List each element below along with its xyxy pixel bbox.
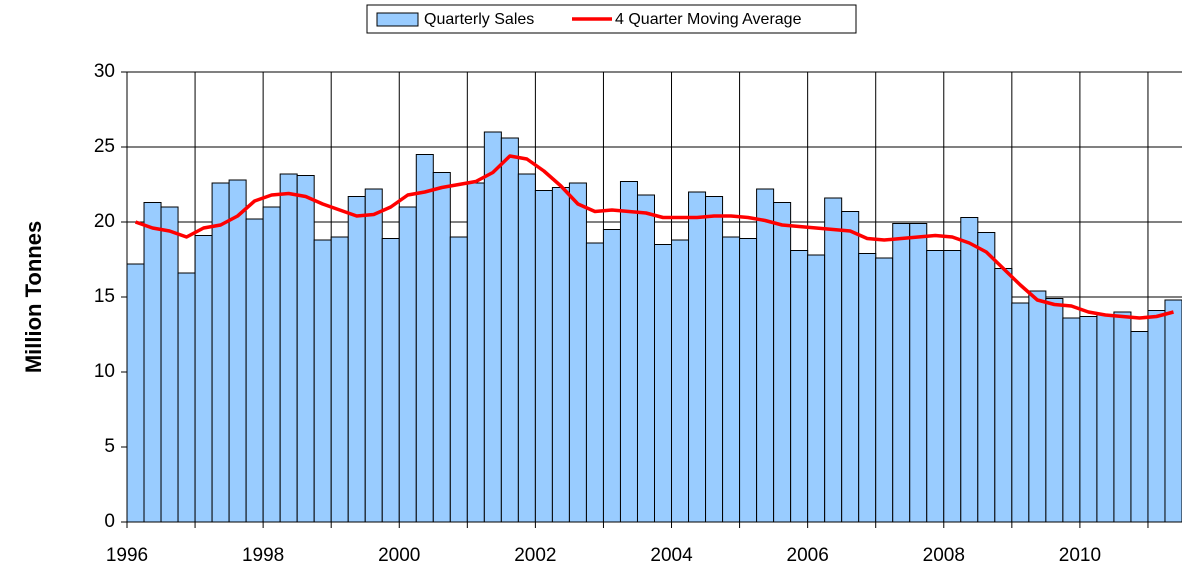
bar — [296, 175, 315, 523]
bar — [330, 236, 349, 523]
bar — [398, 206, 417, 523]
bar — [994, 268, 1013, 523]
bar — [143, 202, 162, 523]
x-tick-label: 2008 — [923, 545, 965, 566]
bar — [1113, 311, 1132, 523]
bar — [688, 191, 707, 523]
bar — [705, 196, 724, 523]
y-axis-title: Million Tonnes — [21, 221, 46, 373]
y-tick-label: 25 — [94, 136, 115, 157]
bar — [194, 235, 213, 523]
bar — [381, 238, 400, 523]
bar — [790, 250, 809, 523]
bar — [773, 202, 792, 523]
bar — [926, 250, 945, 523]
y-tick-label: 30 — [94, 61, 115, 82]
bar — [160, 206, 179, 523]
bar — [415, 154, 434, 523]
y-tick-label: 5 — [104, 436, 115, 457]
x-tick-label: 1996 — [106, 545, 148, 566]
x-tick-label: 2010 — [1059, 545, 1101, 566]
x-tick-label: 2004 — [650, 545, 693, 566]
bar — [671, 239, 690, 523]
bar — [739, 238, 758, 523]
bar — [483, 131, 502, 523]
bar — [1011, 302, 1030, 523]
x-tick-label: 1998 — [242, 545, 284, 566]
bar — [756, 188, 775, 523]
bar — [960, 217, 979, 523]
x-tick-label: 2006 — [787, 545, 829, 566]
x-tick-label: 2002 — [514, 545, 556, 566]
bar — [1062, 317, 1081, 523]
bar — [500, 137, 519, 523]
bar — [347, 196, 366, 523]
bar — [602, 229, 621, 523]
bar — [534, 190, 553, 523]
bar — [177, 272, 196, 523]
y-tick-label: 20 — [94, 211, 115, 232]
bar — [636, 194, 656, 523]
bar — [313, 239, 332, 523]
bar — [126, 263, 145, 523]
bar — [1130, 331, 1149, 523]
bar — [432, 172, 451, 523]
moving-average-line — [134, 154, 1174, 320]
legend-swatch — [376, 12, 419, 27]
bar — [807, 254, 826, 523]
y-tick-label: 10 — [94, 361, 115, 382]
bar — [824, 197, 843, 523]
bar — [1079, 316, 1098, 523]
bar — [654, 244, 673, 523]
bar — [228, 179, 247, 523]
bar — [551, 187, 570, 523]
bar — [1164, 299, 1182, 523]
bar — [943, 250, 962, 523]
legend-label: Quarterly Sales — [424, 11, 534, 28]
bar — [1045, 298, 1064, 523]
bar — [211, 182, 230, 523]
bar — [449, 236, 468, 523]
bar — [841, 211, 860, 523]
bar — [585, 242, 604, 523]
bar — [977, 232, 996, 523]
bar — [875, 257, 894, 523]
bar — [722, 236, 741, 523]
bar — [892, 223, 911, 523]
bar — [619, 181, 638, 523]
bar — [262, 206, 281, 523]
bar — [1147, 310, 1166, 523]
legend-label: 4 Quarter Moving Average — [615, 11, 802, 28]
bar — [466, 182, 485, 523]
y-tick-label: 0 — [104, 511, 115, 532]
y-tick-label: 15 — [94, 286, 115, 307]
bar — [568, 182, 587, 523]
bar — [909, 223, 928, 523]
bar — [1028, 290, 1047, 523]
bar — [364, 188, 383, 523]
bar — [279, 173, 298, 523]
bar — [517, 173, 536, 523]
bar — [858, 253, 877, 523]
x-tick-label: 2000 — [378, 545, 420, 566]
bar — [245, 218, 264, 523]
bar — [1096, 314, 1115, 523]
